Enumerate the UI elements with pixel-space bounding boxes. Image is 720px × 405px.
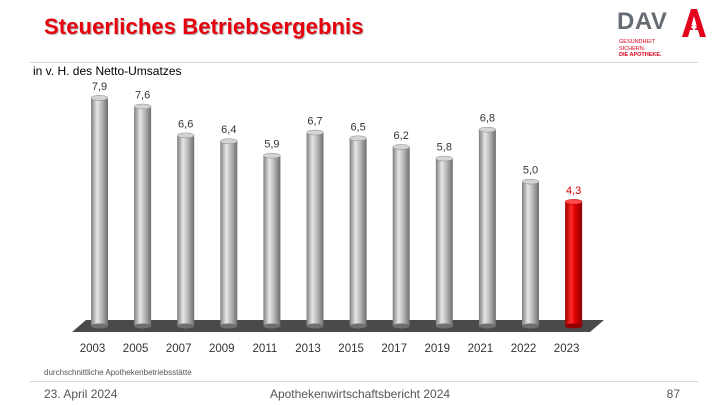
x-tick-2007: 2007 — [166, 343, 192, 355]
footer-date: 23. April 2024 — [44, 387, 118, 401]
value-label-2009: 6,4 — [221, 124, 236, 136]
value-label-2013: 6,7 — [307, 116, 322, 128]
value-label-2007: 6,6 — [178, 118, 193, 130]
value-label-2023: 4,3 — [566, 185, 581, 197]
dav-logo: DAV GESUNDHEIT SICHERN. DIE APOTHEKE. — [617, 8, 709, 60]
bar-2022 — [521, 178, 540, 329]
chart-unit-label: in v. H. des Netto-Umsatzes — [33, 64, 182, 78]
footer-page-number: 87 — [666, 387, 680, 401]
logo-wordmark: DAV — [617, 8, 668, 35]
chart-footnote: durchschnittliche Apothekenbetriebsstätt… — [44, 368, 192, 377]
bar-2013 — [306, 129, 324, 329]
bar-2005 — [133, 103, 152, 329]
x-tick-2019: 2019 — [425, 343, 451, 355]
chart-floor — [72, 320, 604, 332]
x-tick-2017: 2017 — [381, 343, 407, 355]
bar-2003 — [90, 95, 109, 329]
logo-tagline: GESUNDHEIT SICHERN. DIE APOTHEKE. — [619, 39, 662, 59]
x-tick-2021: 2021 — [468, 343, 494, 355]
footer-report-title: Apothekenwirtschaftsbericht 2024 — [269, 387, 451, 401]
logo-tagline-line-3: DIE APOTHEKE. — [619, 52, 662, 59]
x-tick-2015: 2015 — [338, 343, 364, 355]
value-label-2021: 6,8 — [480, 113, 495, 125]
value-label-2022: 5,0 — [523, 165, 538, 177]
bar-2017 — [392, 144, 410, 329]
bar-2019 — [435, 155, 454, 329]
header-divider — [30, 62, 698, 63]
bar-2007 — [176, 132, 195, 329]
pharmacy-a-icon — [682, 9, 706, 37]
value-label-2019: 5,8 — [437, 142, 452, 154]
value-label-2015: 6,5 — [350, 121, 365, 133]
x-tick-2003: 2003 — [80, 343, 106, 355]
logo-tagline-line-2: SICHERN. — [619, 45, 646, 52]
x-tick-2023: 2023 — [554, 343, 580, 355]
x-tick-2013: 2013 — [295, 343, 321, 355]
value-label-2005: 7,6 — [135, 90, 150, 102]
bar-2021 — [478, 126, 497, 329]
value-label-2017: 6,2 — [394, 130, 409, 142]
x-tick-2022: 2022 — [511, 343, 537, 355]
slide-title: Steuerliches Betriebsergebnis — [44, 14, 364, 39]
x-tick-2009: 2009 — [209, 343, 235, 355]
bar-chart: 7,9 7,6 6,6 6,4 5,9 6,7 6,5 6,2 5,8 6,8 5,0 4,3 200… — [72, 81, 604, 355]
x-tick-2005: 2005 — [123, 343, 149, 355]
bar-2009 — [220, 138, 238, 329]
value-label-2003: 7,9 — [92, 81, 107, 93]
logo-tagline-line-1: GESUNDHEIT — [619, 39, 656, 45]
bar-2011 — [263, 152, 281, 329]
bar-2015 — [349, 135, 367, 329]
bar-2023 — [564, 199, 583, 329]
footer-divider — [30, 381, 698, 382]
value-label-2011: 5,9 — [264, 139, 279, 151]
x-tick-2011: 2011 — [253, 343, 278, 355]
